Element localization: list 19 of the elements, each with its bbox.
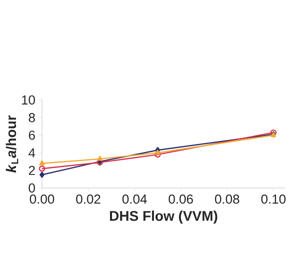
point bbox=[97, 156, 103, 161]
point bbox=[40, 172, 44, 178]
y-axis-title: k$_{L}$a/hour bbox=[6, 115, 18, 173]
x-tick-label: 0.08 bbox=[214, 194, 240, 204]
x-tick-label: 0.04 bbox=[122, 194, 147, 204]
point bbox=[154, 151, 161, 158]
y-tick-label: 2 bbox=[28, 166, 35, 175]
x-tick-label: 0.06 bbox=[168, 194, 193, 204]
point bbox=[154, 150, 160, 155]
y-tick-label: 10 bbox=[22, 95, 35, 105]
x-tick-label: 0.10 bbox=[261, 194, 286, 204]
y-tick-label: 6 bbox=[28, 130, 35, 140]
y-tick-label: 8 bbox=[28, 112, 35, 122]
x-tick-label: 0.00 bbox=[30, 194, 54, 204]
y-tick-label: 0 bbox=[28, 183, 35, 193]
x-tick-label: 0.02 bbox=[76, 194, 100, 204]
y-tick-label: 4 bbox=[28, 148, 36, 158]
x-axis-title: DHS Flow (VVM) bbox=[110, 210, 218, 224]
point bbox=[39, 160, 45, 166]
